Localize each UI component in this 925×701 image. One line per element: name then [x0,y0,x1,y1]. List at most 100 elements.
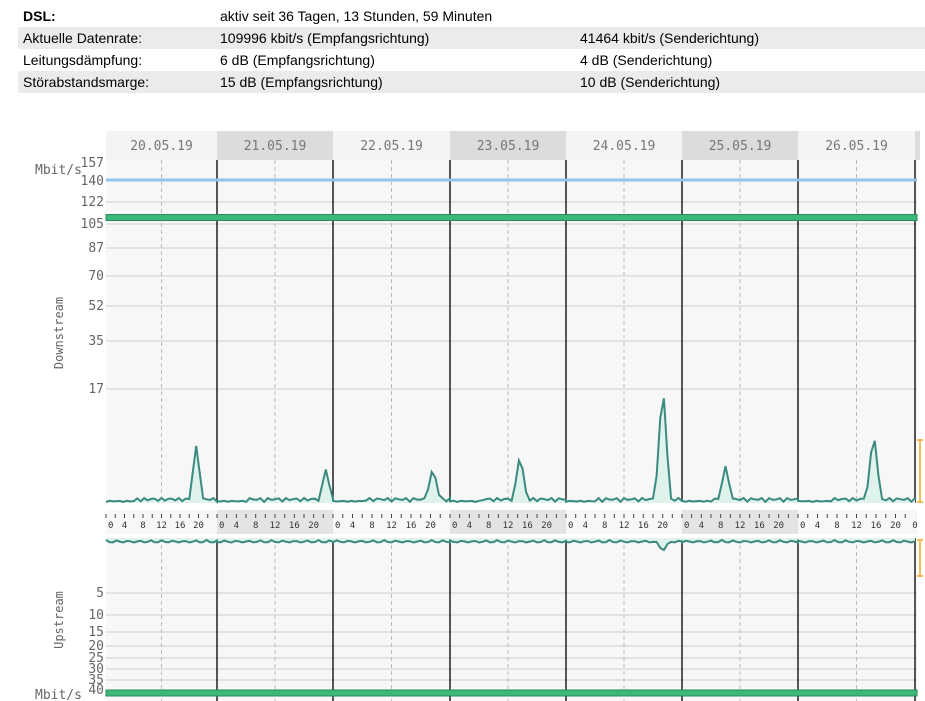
date-header-cell [450,131,566,160]
upstream-tick-label: 15 [88,625,104,640]
downstream-tick-label: 140 [81,174,104,189]
hour-tick-label: 4 [234,521,239,531]
upstream-usage-line [105,538,916,552]
hour-tick-label: 8 [834,521,839,531]
info-label: Leitungsdämpfung: [23,52,143,68]
downstream-plot-area [106,160,917,503]
upstream-tick-label: 20 [88,639,104,654]
downstream-tick-label: 35 [88,334,104,349]
downstream-tick-label: 17 [88,382,104,397]
upstream-tick-label: 35 [88,673,104,688]
hour-tick-label: 4 [467,521,472,531]
hour-tick-label: 0 [912,521,917,531]
info-row-dsl: DSL: aktiv seit 36 Tagen, 13 Stunden, 59… [18,5,925,27]
hour-tick-label: 4 [583,521,588,531]
hour-tick-label: 4 [350,521,355,531]
info-value: aktiv seit 36 Tagen, 13 Stunden, 59 Minu… [220,8,493,24]
hour-tick-label: 0 [800,521,805,531]
upstream-axis-label: Upstream [52,591,66,649]
upstream-tick-label: 40 [88,683,104,698]
date-header-cell [106,131,217,160]
hour-tick-label: 16 [289,521,300,531]
hour-tick-label: 8 [486,521,491,531]
downstream-tick-label: 87 [88,241,104,256]
hour-tick-label: 12 [386,521,397,531]
info-value: 109996 kbit/s (Empfangsrichtung) [220,30,430,46]
upstream-tick-label: 10 [88,608,104,623]
hour-tick-label: 8 [253,521,258,531]
hour-tick-label: 0 [219,521,224,531]
date-header-cell [915,131,920,160]
hour-tick-label: 12 [735,521,746,531]
date-label: 23.05.19 [477,139,540,154]
downstream-tick-label: 157 [81,156,104,171]
info-value-secondary: 10 dB (Senderichtung) [580,74,721,90]
hour-tick-label: 20 [425,521,436,531]
info-value-secondary: 41464 kbit/s (Senderichtung) [580,30,759,46]
hour-tick-label: 12 [156,521,167,531]
downstream-current-rate-band [105,214,918,222]
hour-tick-label: 0 [335,521,340,531]
hour-tick-label: 0 [568,521,573,531]
downstream-usage-line [105,398,916,505]
upstream-tick-label: 25 [88,651,104,666]
hour-tick-label: 20 [890,521,901,531]
downstream-tick-label: 105 [81,217,104,232]
info-value: 6 dB (Empfangsrichtung) [220,52,375,68]
downstream-range-marker [917,439,923,503]
hour-tick-label: 16 [522,521,533,531]
hour-tick-label: 12 [619,521,630,531]
hour-tick-label: 16 [175,521,186,531]
date-label: 26.05.19 [825,139,888,154]
date-header-cell [566,131,682,160]
downstream-unit-label: Mbit/s [35,163,82,178]
date-label: 21.05.19 [244,139,307,154]
info-value-secondary: 4 dB (Senderichtung) [580,52,713,68]
info-value: 15 dB (Empfangsrichtung) [220,74,383,90]
hour-tick-label: 12 [851,521,862,531]
info-row-datenrate: Aktuelle Datenrate: 109996 kbit/s (Empfa… [18,27,925,49]
hour-tick-label: 8 [602,521,607,531]
info-row-stoerabstand: Störabstandsmarge: 15 dB (Empfangsrichtu… [18,71,925,93]
downstream-tick-label: 52 [88,299,104,314]
downstream-tick-label: 70 [88,269,104,284]
info-label: DSL: [23,8,56,24]
hour-tick-label: 20 [541,521,552,531]
date-header-cell [798,131,915,160]
date-header-cell [682,131,798,160]
hour-tick-label: 20 [773,521,784,531]
date-header-cell [333,131,450,160]
hour-tick-label: 20 [657,521,668,531]
hour-tick-label: 16 [406,521,417,531]
hour-tick-label: 16 [871,521,882,531]
hour-tick-label: 20 [193,521,204,531]
date-header-cell [217,131,333,160]
hour-tick-label: 20 [308,521,319,531]
hour-tick-label: 0 [684,521,689,531]
hour-tick-label: 4 [122,521,127,531]
hour-tick-label: 8 [369,521,374,531]
hour-tick-label: 8 [140,521,145,531]
hour-tick-label: 12 [270,521,281,531]
downstream-axis-label: Downstream [52,297,66,369]
info-label: Aktuelle Datenrate: [23,30,143,46]
date-label: 25.05.19 [709,139,772,154]
upstream-plot-area [106,538,917,701]
upstream-tick-label: 30 [88,662,104,677]
hour-tick-label: 16 [754,521,765,531]
upstream-unit-label: Mbit/s [35,688,82,701]
date-label: 20.05.19 [130,139,193,154]
hour-tick-label: 12 [503,521,514,531]
dsl-info-table: DSL: aktiv seit 36 Tagen, 13 Stunden, 59… [18,5,925,93]
hour-tick-label: 4 [815,521,820,531]
hour-tick-label: 0 [108,521,113,531]
dsl-statistics-chart: 20.05.19 21.05.19 22.05.19 23.05.19 24.05.19… [35,131,923,701]
date-label: 24.05.19 [593,139,656,154]
upstream-current-rate-band [105,689,918,697]
info-label: Störabstandsmarge: [23,74,150,90]
hour-tick-label: 4 [699,521,704,531]
hour-tick-label: 8 [718,521,723,531]
upstream-tick-label: 5 [96,586,104,601]
info-row-daempfung: Leitungsdämpfung: 6 dB (Empfangsrichtung… [18,49,925,71]
date-label: 22.05.19 [360,139,423,154]
